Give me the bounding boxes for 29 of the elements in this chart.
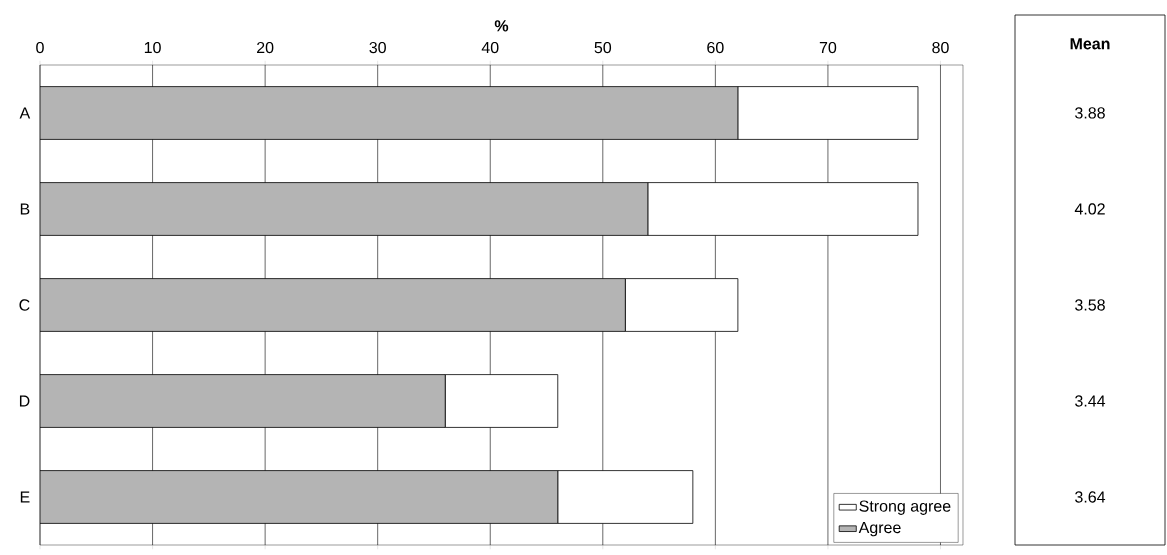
y-tick-label: B — [20, 203, 30, 215]
x-tick-label: 20 — [257, 41, 274, 54]
x-tick-label: 0 — [36, 41, 44, 54]
bar — [40, 278, 626, 332]
bar — [40, 470, 559, 524]
x-tick-label: 30 — [369, 41, 386, 54]
text: 3.64 — [1075, 491, 1106, 503]
bar — [40, 374, 446, 428]
x-tick-label: 60 — [707, 41, 724, 54]
x-tick-label: 70 — [819, 41, 837, 54]
x-tick-label: 80 — [932, 41, 949, 54]
text: 3.58 — [1075, 299, 1105, 311]
legend-label: Strong agree — [859, 500, 951, 515]
bar — [444, 374, 559, 428]
y-tick-label: D — [19, 395, 30, 407]
x-axis-title: % — [494, 20, 509, 32]
y-tick-label: C — [19, 299, 30, 311]
text: 4.02 — [1074, 203, 1105, 215]
x-tick-label: 10 — [144, 41, 161, 54]
text: 3.44 — [1075, 395, 1106, 407]
y-tick-label: E — [20, 491, 30, 503]
x-tick-label: 50 — [594, 41, 612, 54]
text: Mean — [1070, 38, 1110, 50]
y-tick-label: A — [19, 107, 31, 119]
bar — [40, 182, 649, 236]
legend-label: Agree — [858, 521, 901, 537]
text: 3.88 — [1075, 107, 1105, 119]
bar — [40, 86, 739, 140]
x-tick-label: 40 — [481, 41, 499, 54]
